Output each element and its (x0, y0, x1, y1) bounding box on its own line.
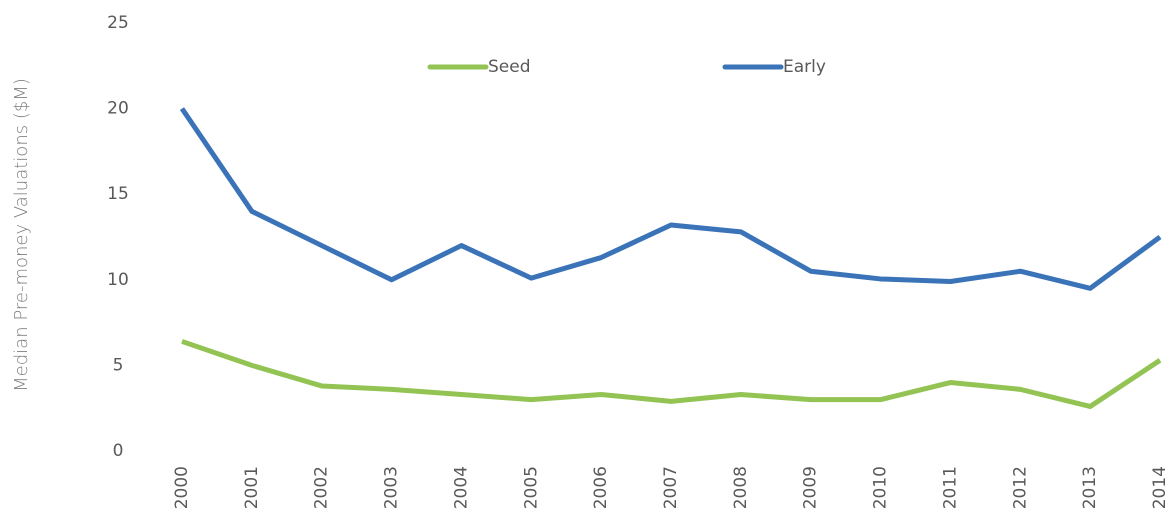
x-tick-label: 2006 (591, 466, 611, 509)
x-tick-label: 2011 (940, 466, 960, 509)
x-tick-label: 2003 (382, 466, 402, 509)
x-tick-label: 2001 (242, 466, 262, 509)
y-tick-label: 15 (107, 184, 129, 204)
x-tick-label: 2010 (871, 466, 891, 509)
x-tick-label: 2008 (731, 466, 751, 509)
series-line (181, 339, 1162, 409)
x-tick-label: 2005 (521, 466, 541, 509)
x-tick-label: 2007 (661, 466, 681, 509)
legend-label: Early (783, 57, 826, 77)
legend-label: Seed (488, 57, 531, 77)
series-line (179, 107, 1162, 291)
y-tick-label: 5 (113, 355, 124, 375)
x-tick-label: 2014 (1150, 466, 1170, 509)
y-axis-label: Median Pre-money Valuations ($M) (11, 78, 32, 392)
x-tick-label: 2000 (172, 466, 192, 509)
x-tick-label: 2002 (312, 466, 332, 509)
y-tick-label: 25 (107, 13, 129, 33)
y-tick-label: 10 (107, 270, 129, 290)
y-tick-label: 0 (113, 441, 124, 461)
x-tick-label: 2009 (801, 466, 821, 509)
x-tick-label: 2004 (451, 466, 471, 509)
x-tick-label: 2012 (1010, 466, 1030, 509)
x-tick-label: 2013 (1080, 466, 1100, 509)
y-tick-label: 20 (107, 99, 129, 119)
